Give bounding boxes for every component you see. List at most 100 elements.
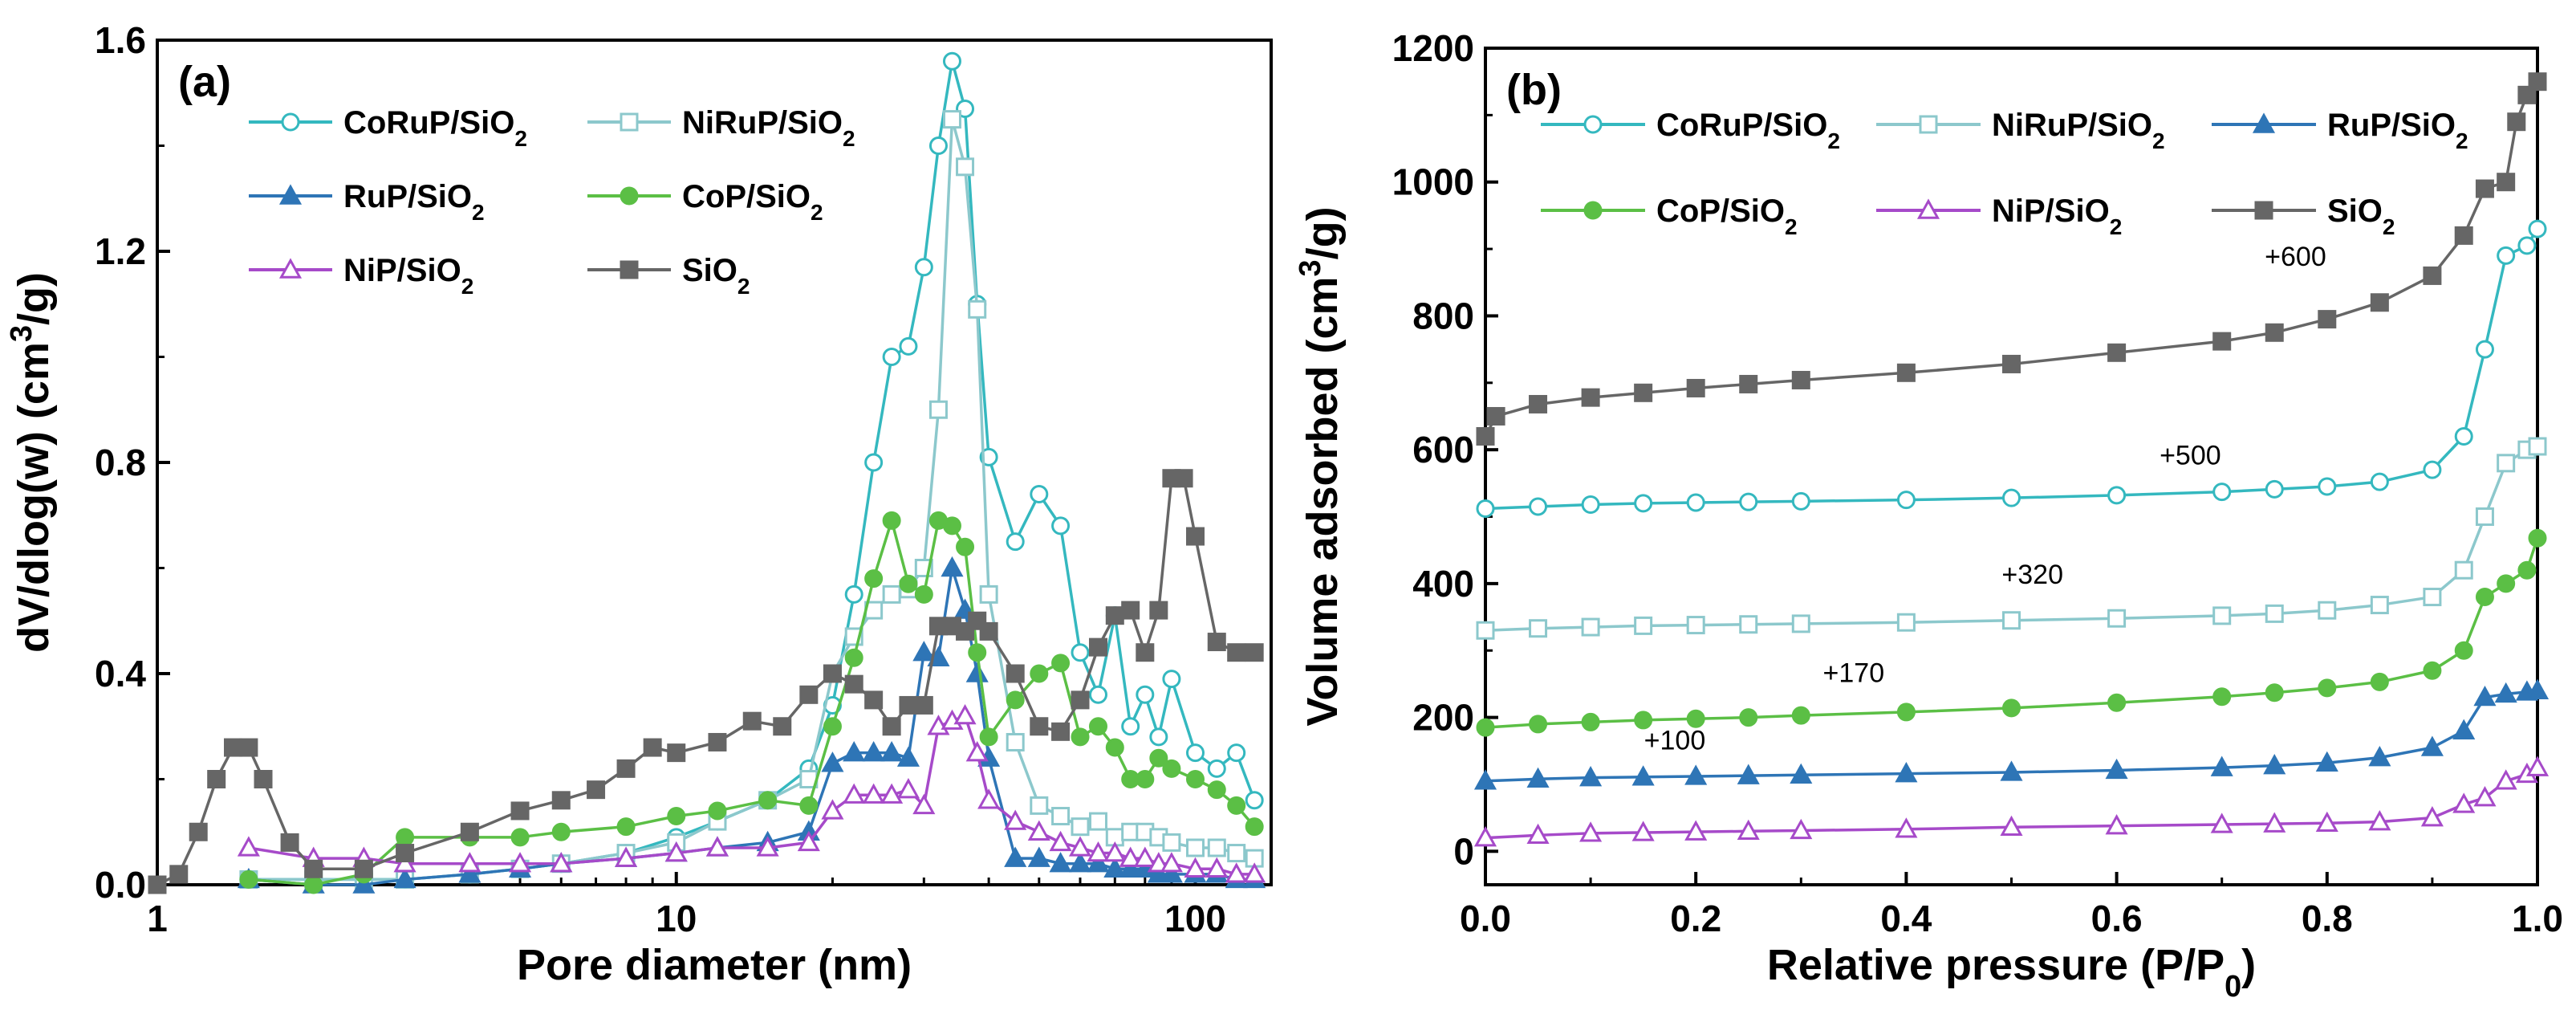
x-tick-label: 0.6 [2091,898,2143,939]
data-point [882,511,901,530]
legend-label: CoRuP/SiO2 [343,105,527,151]
legend-marker [2254,201,2273,220]
data-point [2212,687,2232,707]
data-point [705,836,729,857]
data-point [899,695,918,715]
legend-marker [278,258,303,279]
legend-label: CoRuP/SiO2 [1656,108,1840,153]
data-point [1684,764,1708,785]
data-point [550,852,573,873]
data-point [1896,613,1916,632]
data-point [1136,643,1155,662]
data-point [1051,516,1071,536]
series-sio2 [148,469,1264,894]
data-point [169,865,189,884]
data-point [189,822,208,841]
data-point [708,801,727,821]
legend-item: SiO2 [2212,193,2395,239]
data-point [942,110,961,129]
data-point [942,51,961,71]
data-point [1185,770,1205,788]
data-point [2000,760,2023,781]
data-point [1030,717,1049,736]
data-point [1634,711,1653,730]
data-point [2452,719,2476,739]
data-point [821,799,844,820]
data-point [1227,844,1246,863]
data-point [1051,807,1071,826]
data-point [2002,354,2021,373]
data-point [1071,690,1090,710]
legend-marker [620,112,639,132]
data-point [914,584,933,604]
data-point [2265,323,2284,342]
data-point [1030,664,1049,683]
series-rup-sio2 [1473,678,2550,790]
data-point [280,833,299,852]
data-point [1739,492,1758,511]
x-axis-title: Relative pressure (P/P0) [1767,941,2256,1004]
data-point [1526,823,1550,845]
data-point [1579,766,1603,787]
data-point [880,741,904,762]
data-point [2528,528,2547,548]
data-point [882,584,901,604]
data-point [880,783,904,804]
legend-label: SiO2 [682,253,750,299]
data-point [2265,604,2284,623]
data-point [148,875,167,894]
data-point [2475,340,2494,359]
y-tick-label: 0 [1453,830,1474,872]
data-point [2002,611,2021,630]
data-point [773,717,792,736]
data-point [207,770,226,788]
data-point [224,738,243,757]
data-point [1684,820,1708,841]
data-point [1121,717,1140,736]
data-point [968,299,987,319]
data-point [2423,460,2442,479]
data-point [1791,614,1810,633]
data-point [352,873,376,894]
data-point [899,336,918,356]
data-point [1071,727,1090,747]
data-point [1088,637,1107,657]
series-nirup-sio2 [1476,437,2547,640]
legend-marker [620,260,639,279]
data-point [1006,532,1025,552]
y-tick-label: 1.2 [95,230,146,272]
data-point [864,569,884,588]
data-point [896,778,920,799]
legend-item: NiRuP/SiO2 [587,105,855,151]
legend-item: NiP/SiO2 [1876,193,2122,239]
y-tick-label: 0.4 [95,653,146,694]
data-point [2517,85,2537,104]
data-point [823,664,842,683]
x-tick-label: 0.2 [1670,898,1721,939]
data-point [304,875,323,894]
data-point [254,770,273,788]
data-point [2105,814,2128,835]
data-point [965,662,989,682]
data-point [2423,266,2442,285]
legend-marker [1916,198,1940,219]
data-point [2210,812,2233,833]
legend-label: NiRuP/SiO2 [682,105,855,151]
data-point [2318,310,2337,329]
data-point [1686,493,1705,512]
data-point [2423,661,2442,680]
data-point [1068,852,1092,873]
data-point [2525,755,2550,776]
data-point [914,258,933,277]
data-point [1030,796,1049,815]
data-point [2318,601,2337,620]
data-point [551,791,571,810]
data-point [2107,343,2127,362]
data-point [1476,621,1495,640]
data-point [2212,332,2232,351]
data-point [2475,507,2494,527]
data-point [2263,812,2286,833]
data-point [2370,596,2389,615]
data-point [2454,641,2473,660]
